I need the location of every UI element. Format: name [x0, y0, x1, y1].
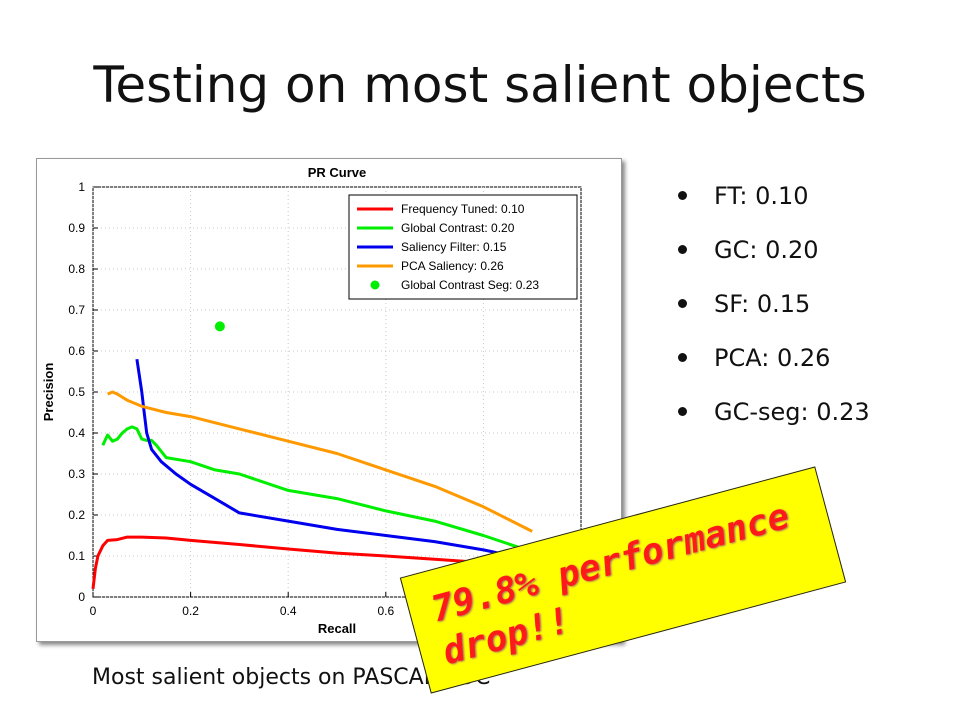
y-tick-label: 1	[78, 180, 85, 194]
bullet-dot-icon	[678, 353, 687, 362]
bullet-text: PCA: 0.26	[714, 344, 831, 372]
series-line	[107, 390, 533, 533]
bullet-item: GC: 0.20	[676, 230, 870, 284]
y-tick-label: 0.5	[68, 385, 85, 399]
bullet-item: PCA: 0.26	[676, 338, 870, 392]
data-point	[214, 321, 225, 332]
y-tick-label: 0.9	[68, 221, 85, 235]
legend-label: PCA Saliency: 0.26	[401, 259, 504, 273]
y-tick-label: 0.6	[68, 344, 85, 358]
y-tick-label: 0.3	[68, 467, 85, 481]
y-tick-label: 0	[78, 590, 85, 604]
bullet-dot-icon	[678, 245, 687, 254]
legend-label: Frequency Tuned: 0.10	[401, 202, 525, 216]
y-tick-label: 0.1	[68, 549, 85, 563]
bullet-dot-icon	[678, 407, 687, 416]
series-line	[135, 358, 533, 562]
bullet-dot-icon	[678, 191, 687, 200]
legend-label: Global Contrast: 0.20	[401, 221, 515, 235]
bullet-dot-icon	[678, 299, 687, 308]
bullet-item: FT: 0.10	[676, 176, 870, 230]
series-line	[101, 425, 533, 554]
chart-title: PR Curve	[308, 165, 367, 180]
bullet-text: GC-seg: 0.23	[714, 398, 870, 426]
y-tick-label: 0.8	[68, 262, 85, 276]
bullet-text: FT: 0.10	[714, 182, 809, 210]
x-axis-label: Recall	[318, 621, 356, 636]
bullet-text: GC: 0.20	[714, 236, 819, 264]
legend-label: Global Contrast Seg: 0.23	[401, 278, 539, 292]
y-tick-label: 0.7	[68, 303, 85, 317]
x-tick-label: 0.4	[280, 604, 297, 618]
y-tick-label: 0.4	[68, 426, 85, 440]
bullet-item: SF: 0.15	[676, 284, 870, 338]
slide-title: Testing on most salient objects	[93, 56, 867, 114]
y-axis-label: Precision	[41, 363, 56, 422]
bullet-text: SF: 0.15	[714, 290, 811, 318]
y-tick-label: 0.2	[68, 508, 85, 522]
x-tick-label: 0.6	[377, 604, 394, 618]
x-tick-label: 0	[90, 604, 97, 618]
bullet-list: FT: 0.10 GC: 0.20 SF: 0.15 PCA: 0.26 GC-…	[676, 176, 870, 446]
pr-chart: 0 0.1 0.2 0.3 0.4 0.5 0.6 0.7 0.8 0.9 1 0 0.2 0.4 0.6 P…	[36, 158, 622, 642]
bullet-item: GC-seg: 0.23	[676, 392, 870, 446]
pr-chart-svg: 0 0.1 0.2 0.3 0.4 0.5 0.6 0.7 0.8 0.9 1 0 0.2 0.4 0.6 P…	[41, 165, 582, 636]
legend-swatch	[370, 280, 380, 290]
legend-label: Saliency Filter: 0.15	[401, 240, 507, 254]
series-line	[91, 535, 533, 589]
x-tick-label: 0.2	[182, 604, 199, 618]
